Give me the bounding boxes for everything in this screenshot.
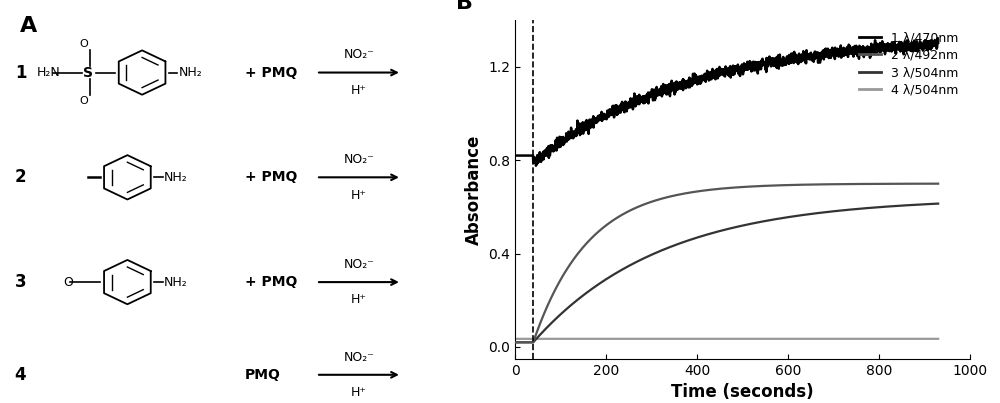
Text: NH₂: NH₂: [164, 276, 188, 289]
Text: 2: 2: [15, 168, 26, 186]
Text: + PMQ: + PMQ: [245, 170, 297, 184]
Text: 1: 1: [15, 64, 26, 81]
Text: 4: 4: [15, 366, 26, 384]
Text: O: O: [79, 96, 88, 106]
Text: 3: 3: [15, 273, 26, 291]
Text: + PMQ: + PMQ: [245, 275, 297, 289]
X-axis label: Time (seconds): Time (seconds): [671, 383, 814, 401]
Text: H⁺: H⁺: [351, 293, 367, 306]
Text: H⁺: H⁺: [351, 84, 367, 97]
Text: NH₂: NH₂: [179, 66, 203, 79]
Y-axis label: Absorbance: Absorbance: [465, 134, 483, 245]
Text: H⁺: H⁺: [351, 189, 367, 202]
Legend: 1 λ/470nm, 2 λ/492nm, 3 λ/504nm, 4 λ/504nm: 1 λ/470nm, 2 λ/492nm, 3 λ/504nm, 4 λ/504…: [854, 27, 964, 102]
Text: NO₂⁻: NO₂⁻: [343, 153, 374, 166]
Text: NO₂⁻: NO₂⁻: [343, 48, 374, 61]
Text: H⁺: H⁺: [351, 386, 367, 399]
Text: H₂N: H₂N: [37, 66, 60, 79]
Text: S: S: [83, 66, 93, 79]
Text: NH₂: NH₂: [164, 171, 188, 184]
Text: B: B: [456, 0, 473, 13]
Text: NO₂⁻: NO₂⁻: [343, 258, 374, 271]
Text: O: O: [79, 39, 88, 49]
Text: NO₂⁻: NO₂⁻: [343, 351, 374, 364]
Text: O: O: [64, 276, 74, 289]
Text: A: A: [20, 16, 37, 36]
Text: + PMQ: + PMQ: [245, 66, 297, 79]
Text: PMQ: PMQ: [245, 368, 281, 382]
